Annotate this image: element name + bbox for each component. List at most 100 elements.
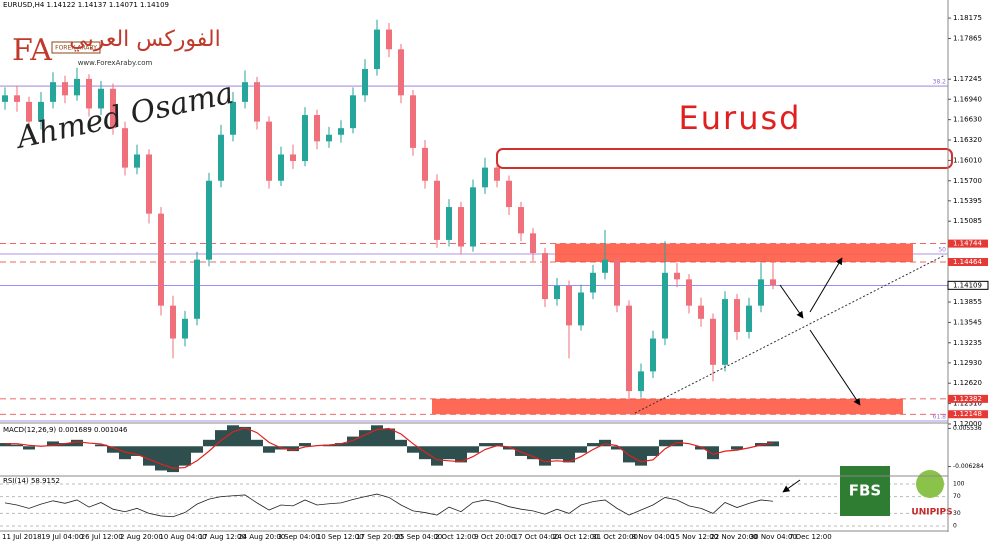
macd-bar: [347, 436, 359, 447]
candle-body: [194, 259, 200, 319]
candle-body: [494, 167, 500, 181]
candle-body: [50, 82, 56, 102]
macd-bar: [155, 446, 167, 471]
macd-bar: [431, 446, 443, 466]
macd-bar: [11, 444, 23, 447]
fbs-text: FBS: [849, 482, 881, 500]
candle-body: [590, 272, 596, 293]
macd-bar: [767, 441, 779, 447]
candle-body: [710, 318, 716, 365]
level-tag: [947, 280, 989, 290]
candle-body: [422, 147, 428, 181]
watermark-arabic: الفوركس العربي: [69, 27, 220, 52]
unipips-text: UNIPIPS: [911, 508, 952, 518]
annotation-box: [496, 148, 953, 169]
arrow: [782, 479, 801, 493]
x-tick-label: 8 Nov 04:00: [632, 533, 675, 541]
y-tick-label: 1.12000: [953, 420, 982, 428]
y-tick-label: 1.15700: [953, 177, 982, 185]
macd-bar: [119, 446, 131, 460]
macd-bar: [407, 446, 419, 453]
candle-body: [170, 305, 176, 339]
candle-body: [638, 371, 644, 392]
y-tick-label: 1.15085: [953, 217, 982, 225]
candle-body: [506, 180, 512, 208]
x-tick-label: 25 Sep 04:00: [396, 533, 443, 541]
candle-body: [62, 82, 68, 96]
x-tick-label: 10 Aug 04:00: [159, 533, 206, 541]
x-tick-label: 26 Jul 12:00: [81, 533, 123, 541]
candle-body: [770, 279, 776, 286]
x-tick-label: 24 Aug 20:00: [238, 533, 285, 541]
candle-body: [254, 82, 260, 122]
candle-body: [362, 69, 368, 96]
macd-bar: [503, 446, 515, 450]
macd-bar: [335, 443, 347, 447]
macd-bar: [491, 443, 503, 447]
macd-bar: [23, 446, 35, 450]
candle-body: [446, 207, 452, 240]
chart-title: EURUSD,H4 1.14122 1.14137 1.14071 1.1410…: [3, 1, 169, 9]
macd-bar: [443, 446, 455, 460]
macd-bar: [287, 446, 299, 452]
macd-bar: [587, 443, 599, 447]
y-tick-label: 1.15395: [953, 197, 982, 205]
x-tick-label: 30 Nov 04:00: [750, 533, 797, 541]
candle-body: [554, 285, 560, 300]
x-tick-label: 17 Sep 20:00: [356, 533, 403, 541]
candle-body: [674, 272, 680, 280]
y-tick-label: 1.12620: [953, 379, 982, 387]
candle-body: [722, 299, 728, 365]
y-tick-label: 70: [953, 493, 961, 500]
y-tick-label: 0.005536: [953, 425, 982, 432]
candle-body: [350, 95, 356, 129]
macd-bar: [647, 446, 659, 456]
macd-bar: [227, 425, 239, 447]
candle-body: [134, 154, 140, 168]
candle-body: [458, 207, 464, 247]
macd-bar: [515, 446, 527, 456]
y-tick-label: 0: [953, 523, 957, 530]
watermark-fa: FA: [12, 33, 52, 68]
arrow: [779, 284, 804, 319]
level-label: 1.12382: [953, 395, 982, 403]
y-tick-label: 1.16630: [953, 116, 982, 124]
x-tick-label: 17 Oct 04:00: [514, 533, 560, 541]
fib-label: 50: [938, 246, 946, 253]
x-tick-label: 11 Jul 2018: [2, 533, 42, 541]
macd-bar: [623, 446, 635, 463]
macd-bar: [107, 446, 119, 453]
x-tick-label: 3 Sep 04:00: [277, 533, 319, 541]
annotation: Eurusd: [679, 99, 802, 137]
candle-body: [734, 299, 740, 332]
candle-body: [542, 253, 548, 300]
candle-body: [266, 121, 272, 181]
candle-body: [326, 134, 332, 142]
candle-body: [302, 115, 308, 162]
macd-bar: [263, 446, 275, 453]
candle-body: [374, 29, 380, 70]
y-tick-label: 1.16940: [953, 95, 982, 103]
macd-bar: [383, 428, 395, 447]
watermark-box: [51, 41, 101, 54]
macd-bar: [635, 446, 647, 466]
candle-body: [230, 101, 236, 135]
x-tick-label: 15 Nov 12:00: [671, 533, 718, 541]
candle-body: [314, 115, 320, 142]
candle-body: [626, 305, 632, 392]
candle-body: [158, 213, 164, 306]
macd-bar: [71, 439, 83, 447]
rsi-line: [4, 493, 774, 518]
candle-body: [14, 95, 20, 102]
watermark-url: www.ForexAraby.com: [78, 59, 153, 67]
candle-body: [530, 233, 536, 254]
y-tick-label: 1.17865: [953, 34, 982, 42]
macd-bar: [695, 446, 707, 450]
candle-body: [578, 292, 584, 326]
candle-body: [566, 285, 572, 326]
x-tick-label: 19 Jul 04:00: [41, 533, 83, 541]
level-label: 1.14109: [953, 281, 982, 289]
candle-body: [686, 279, 692, 306]
x-tick-label: 17 Aug 12:00: [199, 533, 246, 541]
